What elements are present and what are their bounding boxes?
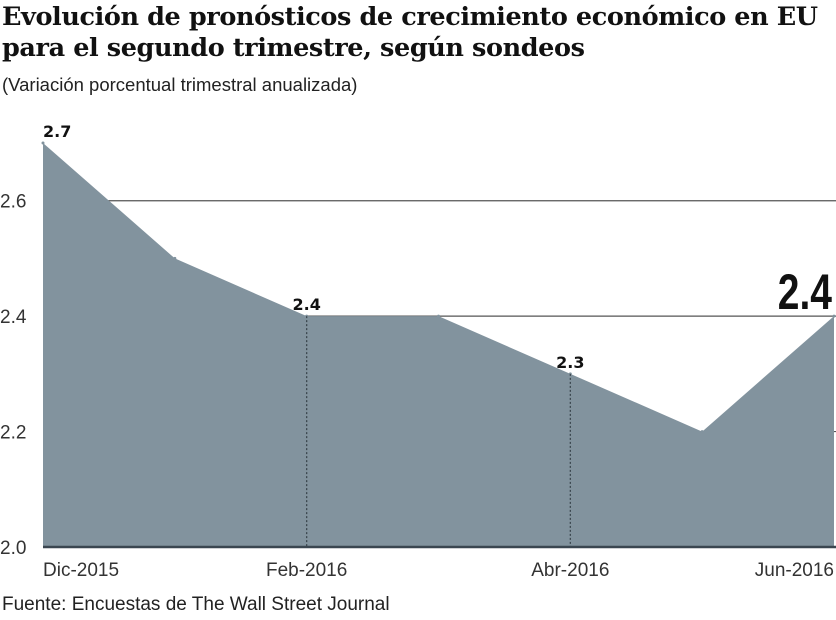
x-tick-label: Feb-2016 bbox=[266, 560, 347, 581]
data-point bbox=[173, 256, 177, 260]
data-point bbox=[832, 314, 836, 318]
chart-subtitle: (Variación porcentual trimestral anualiz… bbox=[2, 74, 358, 95]
data-point bbox=[437, 314, 440, 318]
chart-source: Fuente: Encuestas de The Wall Street Jou… bbox=[2, 594, 390, 615]
chart-title: Evolución de pronósticos de crecimiento … bbox=[2, 2, 818, 63]
y-tick-label: 2.6 bbox=[0, 192, 26, 213]
highlight-data-label: 2.4 bbox=[778, 263, 832, 320]
data-label: 2.7 bbox=[43, 122, 71, 141]
x-tick-label: Dic-2015 bbox=[43, 560, 119, 581]
data-label: 2.4 bbox=[292, 295, 320, 314]
data-point bbox=[700, 430, 704, 434]
data-label: 2.3 bbox=[556, 353, 584, 372]
y-tick-label: 2.0 bbox=[0, 538, 26, 559]
area-series bbox=[43, 143, 834, 547]
x-tick-label: Jun-2016 bbox=[755, 560, 834, 581]
y-tick-label: 2.4 bbox=[0, 307, 27, 328]
data-point bbox=[41, 141, 45, 145]
y-tick-label: 2.2 bbox=[0, 423, 26, 444]
x-tick-label: Abr-2016 bbox=[531, 560, 609, 581]
